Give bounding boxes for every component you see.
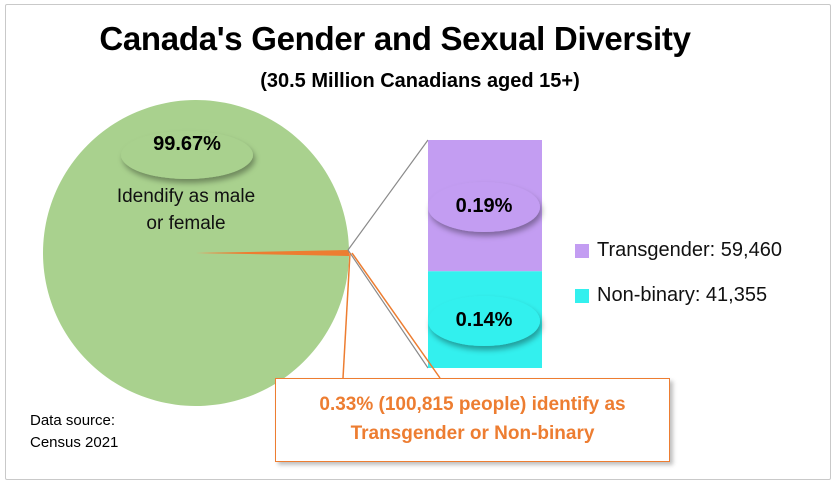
legend-swatch-transgender <box>575 243 589 258</box>
main-slice-percent: 99.67% <box>153 133 221 155</box>
nonbinary-pct-bubble <box>428 296 540 346</box>
legend-item-transgender: Transgender: 59,460 <box>575 239 782 262</box>
main-slice-label-line2: or female <box>146 213 226 234</box>
main-slice-label-line1: Idendify as male <box>116 186 256 207</box>
legend-swatch-nonbinary <box>575 288 589 303</box>
legend-item-nonbinary: Non-binary: 41,355 <box>575 284 767 307</box>
data-source-line1: Data source: <box>30 412 116 429</box>
legend-label-nonbinary: Non-binary: 41,355 <box>597 284 768 306</box>
chart-subtitle: (30.5 Million Canadians aged 15+) <box>260 70 580 92</box>
callout-pointer-bar <box>351 252 441 379</box>
connector-line-top <box>347 139 429 251</box>
callout-box: 0.33% (100,815 people) identify as Trans… <box>275 378 670 462</box>
pie-slice-male-female <box>42 100 349 407</box>
transgender-pct-bubble <box>428 182 540 232</box>
data-source: Data source: Census 2021 <box>30 410 118 454</box>
callout-line2: Transgender or Non-binary <box>350 423 595 444</box>
connector-line-bottom <box>347 249 429 369</box>
legend-label-transgender: Transgender: 59,460 <box>597 239 782 261</box>
callout-line1: 0.33% (100,815 people) identify as <box>319 394 626 415</box>
callout-pointer <box>342 252 351 379</box>
main-slice-label: Idendify as male or female <box>96 183 276 237</box>
chart-title: Canada's Gender and Sexual Diversity <box>99 20 691 57</box>
pie-slice-trans-nonbinary-wedge <box>196 250 349 256</box>
transgender-percent: 0.19% <box>455 195 513 217</box>
data-source-line2: Census 2021 <box>30 434 119 451</box>
nonbinary-percent: 0.14% <box>455 309 513 331</box>
main-pct-bubble <box>121 131 253 179</box>
